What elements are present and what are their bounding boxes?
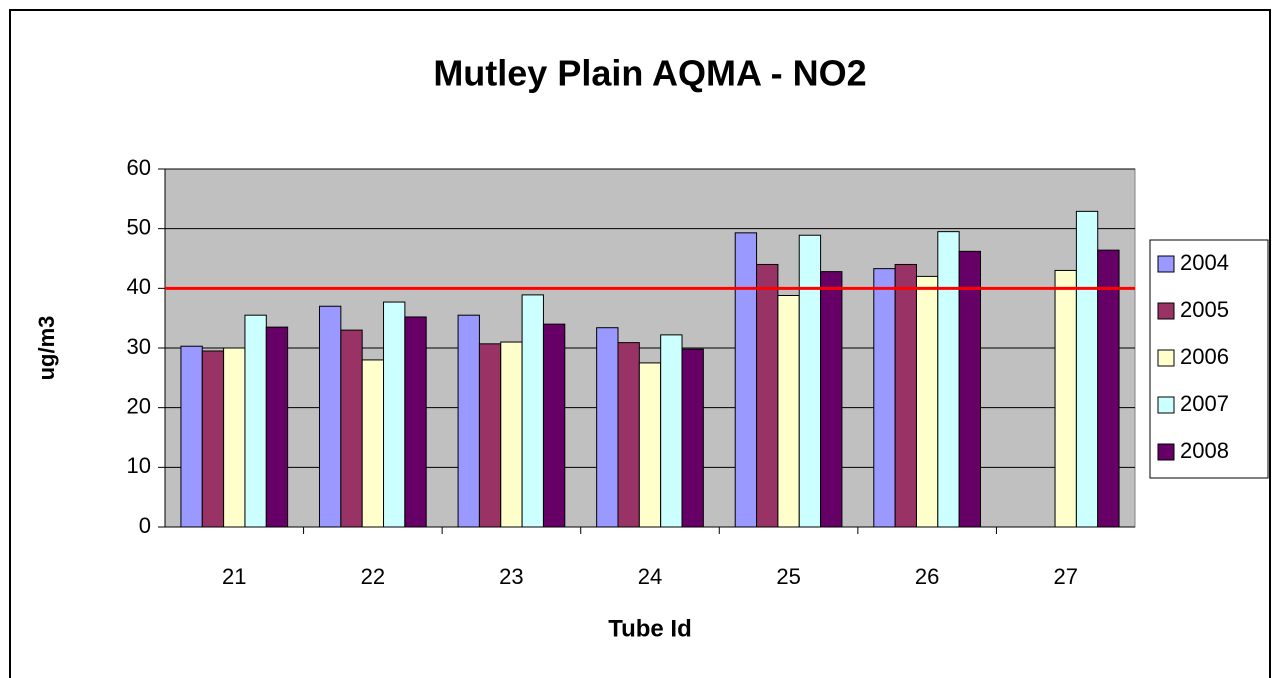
bar <box>660 334 683 528</box>
legend-label: 2004 <box>1180 250 1229 275</box>
bar <box>223 347 246 528</box>
legend-label: 2005 <box>1180 297 1229 322</box>
y-tick-label: 30 <box>127 334 151 359</box>
bar <box>958 250 981 528</box>
bar <box>340 329 363 528</box>
bar <box>1097 249 1120 528</box>
bar <box>521 294 544 528</box>
bar <box>617 342 640 528</box>
bar <box>404 316 427 528</box>
legend-swatch <box>1157 255 1175 273</box>
x-tick-label: 25 <box>776 564 800 589</box>
bar <box>319 305 342 528</box>
bar <box>937 231 960 528</box>
bar <box>873 268 896 528</box>
x-tick-label: 27 <box>1053 564 1077 589</box>
bar <box>798 234 822 528</box>
legend-swatch <box>1157 302 1175 320</box>
bar <box>915 275 939 528</box>
x-tick-label: 26 <box>915 564 939 589</box>
bar <box>756 263 779 528</box>
bar <box>457 314 480 528</box>
y-tick-label: 0 <box>139 513 151 538</box>
bar <box>820 271 843 528</box>
legend-label: 2008 <box>1180 438 1229 463</box>
chart-title: Mutley Plain AQMA - NO2 <box>433 53 866 94</box>
y-tick-label: 50 <box>127 214 151 239</box>
bar <box>383 301 406 528</box>
legend-swatch <box>1157 349 1175 367</box>
bar <box>542 323 566 528</box>
bar <box>201 350 225 528</box>
bar <box>478 343 502 528</box>
bar <box>734 232 758 528</box>
bar <box>180 345 203 528</box>
y-axis-label: ug/m3 <box>34 316 59 381</box>
bar <box>777 294 800 528</box>
bar <box>1054 269 1077 528</box>
x-axis-label: Tube Id <box>608 615 692 642</box>
y-tick-label: 10 <box>127 453 151 478</box>
bar <box>638 362 662 528</box>
legend-swatch <box>1157 443 1175 461</box>
bar <box>361 359 385 528</box>
bar <box>681 348 704 528</box>
x-tick-label: 23 <box>499 564 523 589</box>
bar <box>500 341 523 528</box>
legend-swatch <box>1157 396 1175 414</box>
bar <box>244 314 267 528</box>
bar <box>596 327 619 528</box>
bar <box>265 326 289 528</box>
bar <box>1075 210 1099 528</box>
legend-label: 2007 <box>1180 391 1229 416</box>
y-tick-label: 40 <box>127 274 151 299</box>
y-tick-label: 20 <box>127 393 151 418</box>
bar <box>894 263 917 528</box>
legend-label: 2006 <box>1180 344 1229 369</box>
y-tick-label: 60 <box>127 155 151 180</box>
x-tick-label: 24 <box>638 564 662 589</box>
x-tick-label: 21 <box>222 564 246 589</box>
x-tick-label: 22 <box>361 564 385 589</box>
